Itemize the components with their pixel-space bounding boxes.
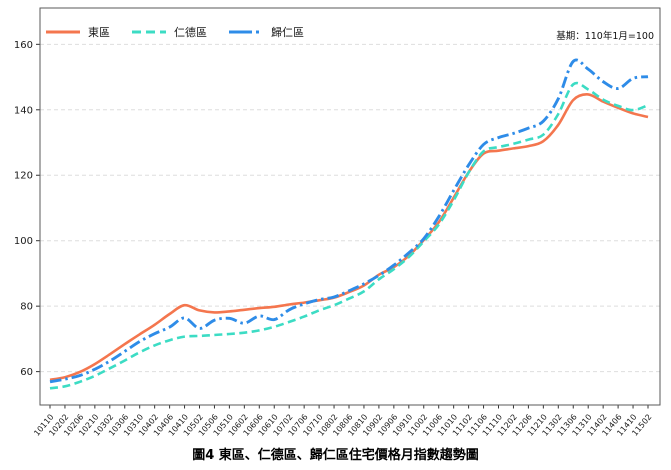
- base-period-note: 基期：110年1月=100: [556, 31, 654, 42]
- figure-caption: 圖4 東區、仁德區、歸仁區住宅價格月指數趨勢圖: [192, 448, 479, 463]
- legend-label-east-district: 東區: [88, 25, 110, 39]
- legend-line-swatch-solid-icon: [46, 30, 80, 34]
- series-line-仁德區: [49, 81, 649, 390]
- plot-border: [39, 7, 661, 406]
- y-tick-label: 120: [14, 171, 33, 182]
- y-tick-label: 100: [14, 236, 33, 247]
- legend-label-rende-district: 仁德區: [174, 25, 207, 39]
- legend-item-rende-district: 仁德區: [132, 27, 207, 38]
- y-tick-label: 140: [14, 105, 33, 116]
- legend-item-guiren-district: 歸仁區: [229, 27, 304, 38]
- y-tick-label: 160: [14, 40, 33, 51]
- legend-line-swatch-dashdot-icon: [229, 30, 263, 34]
- series-line-東區: [49, 93, 649, 382]
- legend-line-swatch-dashed-icon: [132, 30, 166, 34]
- series-line-歸仁區: [49, 58, 649, 384]
- chart-legend: 東區 仁德區 歸仁區: [46, 24, 304, 40]
- y-tick-label: 60: [20, 367, 33, 378]
- legend-item-east-district: 東區: [46, 27, 110, 38]
- y-tick-label: 80: [20, 302, 33, 313]
- legend-label-guiren-district: 歸仁區: [271, 25, 304, 39]
